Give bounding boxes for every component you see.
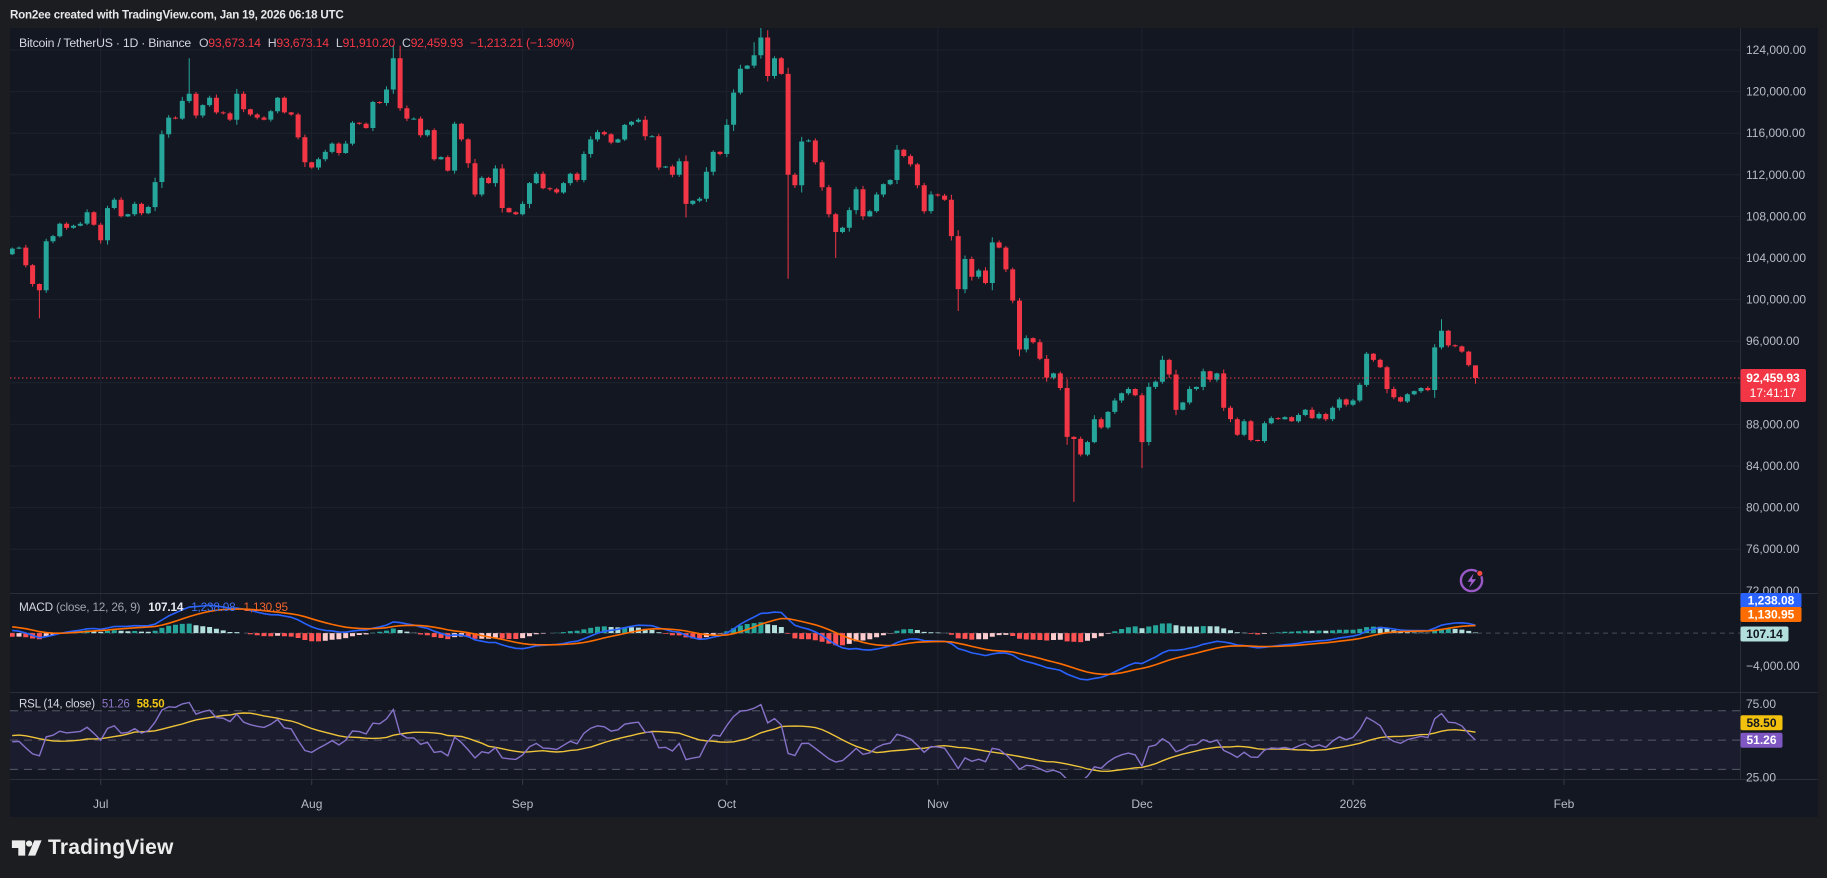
svg-text:MACD (close, 12, 26, 9)107.141: MACD (close, 12, 26, 9) 107.14 1,238.08 1,1… <box>19 600 288 614</box>
svg-text:84,000.00: 84,000.00 <box>1746 459 1800 473</box>
svg-text:TradingView: TradingView <box>48 836 174 859</box>
svg-text:17:41:17: 17:41:17 <box>1750 386 1797 400</box>
svg-text:108,000.00: 108,000.00 <box>1746 209 1806 223</box>
svg-text:Jul: Jul <box>93 797 108 811</box>
svg-text:Sep: Sep <box>512 797 534 811</box>
svg-text:107.14: 107.14 <box>1746 627 1783 641</box>
svg-text:104,000.00: 104,000.00 <box>1746 251 1806 265</box>
svg-text:51.26: 51.26 <box>1746 733 1776 747</box>
svg-text:96,000.00: 96,000.00 <box>1746 334 1800 348</box>
svg-text:Oct: Oct <box>717 797 736 811</box>
svg-text:76,000.00: 76,000.00 <box>1746 542 1800 556</box>
svg-text:80,000.00: 80,000.00 <box>1746 501 1800 515</box>
svg-text:Dec: Dec <box>1131 797 1152 811</box>
svg-text:124,000.00: 124,000.00 <box>1746 43 1806 57</box>
svg-text:Aug: Aug <box>301 797 322 811</box>
svg-text:100,000.00: 100,000.00 <box>1746 293 1806 307</box>
svg-text:25.00: 25.00 <box>1746 771 1776 785</box>
svg-text:88,000.00: 88,000.00 <box>1746 417 1800 431</box>
svg-text:120,000.00: 120,000.00 <box>1746 85 1806 99</box>
svg-text:2026: 2026 <box>1340 797 1367 811</box>
svg-text:Feb: Feb <box>1554 797 1575 811</box>
svg-text:−4,000.00: −4,000.00 <box>1746 659 1800 673</box>
svg-text:1,238.08: 1,238.08 <box>1748 594 1795 608</box>
svg-text:92,459.93: 92,459.93 <box>1746 371 1800 385</box>
svg-text:75.00: 75.00 <box>1746 697 1776 711</box>
svg-text:112,000.00: 112,000.00 <box>1746 168 1805 182</box>
svg-text:58.50: 58.50 <box>1746 716 1776 730</box>
svg-text:116,000.00: 116,000.00 <box>1746 126 1805 140</box>
svg-text:Bitcoin / TetherUS · 1D · Bina: Bitcoin / TetherUS · 1D · Binance O93,673… <box>19 36 574 50</box>
svg-text:Ron2ee created with TradingVie: Ron2ee created with TradingView.com, Jan… <box>10 9 344 22</box>
svg-text:1,130.95: 1,130.95 <box>1748 608 1795 622</box>
svg-text:Nov: Nov <box>927 797 948 811</box>
